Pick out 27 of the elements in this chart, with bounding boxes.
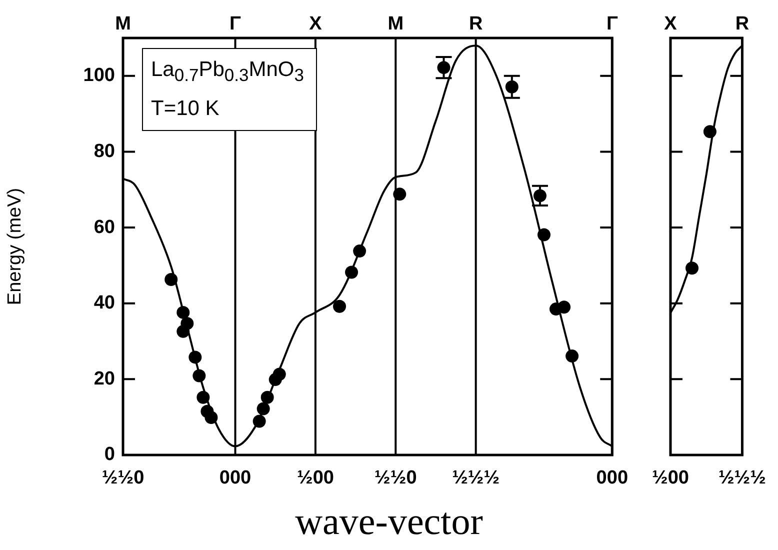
y-axis-title: Energy (meV) [4, 188, 26, 306]
text: R [468, 14, 483, 35]
x-tick-label: ½½½ [718, 468, 766, 489]
x-tick-label: ½½½ [452, 468, 500, 489]
x-tick-label: 000 [596, 468, 628, 489]
text: X [309, 14, 322, 35]
y-tick-label: 60 [94, 216, 115, 238]
text: M [115, 14, 131, 35]
x-tick-label: ½00 [652, 468, 689, 489]
x-tick-label: ½00 [296, 468, 334, 489]
annotation: La$_{0.7}$Pb$_{0.3}$MnO$_{3}$ [151, 58, 304, 86]
x-tick-label: 000 [219, 468, 252, 489]
x-tick-label: ½½0 [374, 468, 417, 489]
text: Γ [230, 14, 242, 35]
text: Γ [606, 14, 618, 35]
y-tick-label: 0 [104, 444, 115, 466]
y-tick-label: 100 [83, 65, 115, 86]
x-tick-label: ½½0 [102, 468, 144, 489]
point [333, 300, 346, 313]
text: X [664, 14, 678, 35]
annotation: T=10 K [151, 97, 220, 120]
text: R [735, 14, 750, 35]
y-tick-label: 20 [94, 368, 115, 390]
y-tick-label: 80 [94, 140, 115, 162]
text: M [388, 14, 404, 35]
y-tick-label: 40 [94, 292, 115, 314]
x-axis-title: wave-vector [294, 500, 484, 544]
